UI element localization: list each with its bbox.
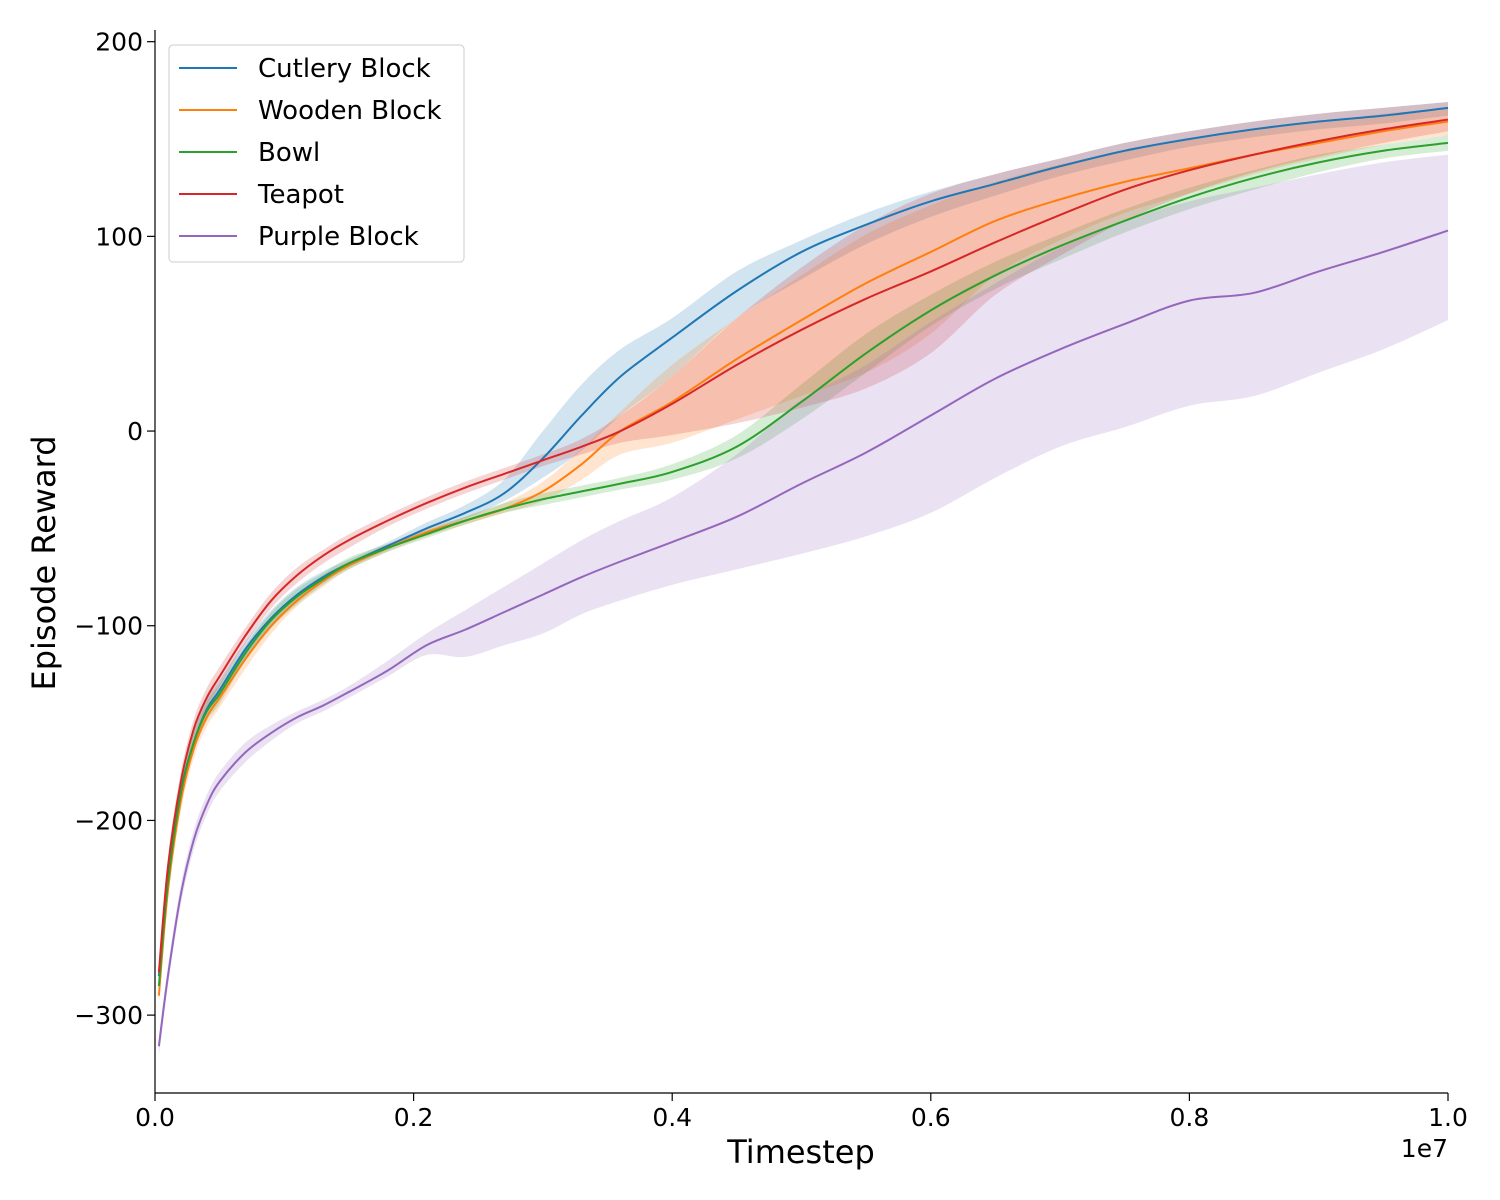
x-tick-label: 0.2 — [394, 1103, 434, 1132]
x-tick-label: 0.6 — [911, 1103, 951, 1132]
legend-label-bowl: Bowl — [258, 138, 320, 168]
legend-box — [168, 44, 465, 263]
line-purple-block — [157, 229, 1449, 1047]
band-teapot — [158, 102, 1448, 983]
confidence-bands — [158, 102, 1448, 1057]
line-teapot — [157, 118, 1449, 973]
legend-label-cutlery-block: Cutlery Block — [258, 54, 431, 84]
legend: Cutlery Block Wooden Block Bowl Teapot Purpl… — [168, 44, 465, 263]
band-purple-block — [158, 154, 1448, 1057]
x-axis-label: Timestep — [726, 1133, 875, 1171]
y-tick-label: 200 — [95, 28, 143, 57]
x-tick-label: 0.8 — [1170, 1103, 1210, 1132]
y-tick-label: −100 — [74, 612, 143, 641]
x-offset-label: 1e7 — [1401, 1134, 1448, 1163]
y-tick-label: −300 — [74, 1001, 143, 1030]
line-cutlery-block — [157, 106, 1449, 977]
line-bowl — [157, 141, 1449, 987]
line-wooden-block — [157, 120, 1449, 996]
series-lines — [157, 106, 1449, 1047]
legend-label-teapot: Teapot — [257, 180, 344, 210]
legend-label-wooden-block: Wooden Block — [258, 96, 442, 126]
x-tick-label: 0.0 — [135, 1103, 175, 1132]
x-tick-label: 0.4 — [652, 1103, 692, 1132]
y-axis-label: Episode Reward — [25, 435, 63, 690]
axes: 0.0 0.2 0.4 0.6 0.8 1.0 −300 −200 −100 0 100 200 — [74, 28, 1468, 1132]
legend-label-purple-block: Purple Block — [258, 222, 419, 252]
y-tick-label: 0 — [127, 417, 143, 446]
band-wooden-block — [158, 107, 1448, 1006]
y-tick-label: −200 — [74, 806, 143, 835]
y-tick-label: 100 — [95, 222, 143, 251]
x-tick-label: 1.0 — [1428, 1103, 1468, 1132]
